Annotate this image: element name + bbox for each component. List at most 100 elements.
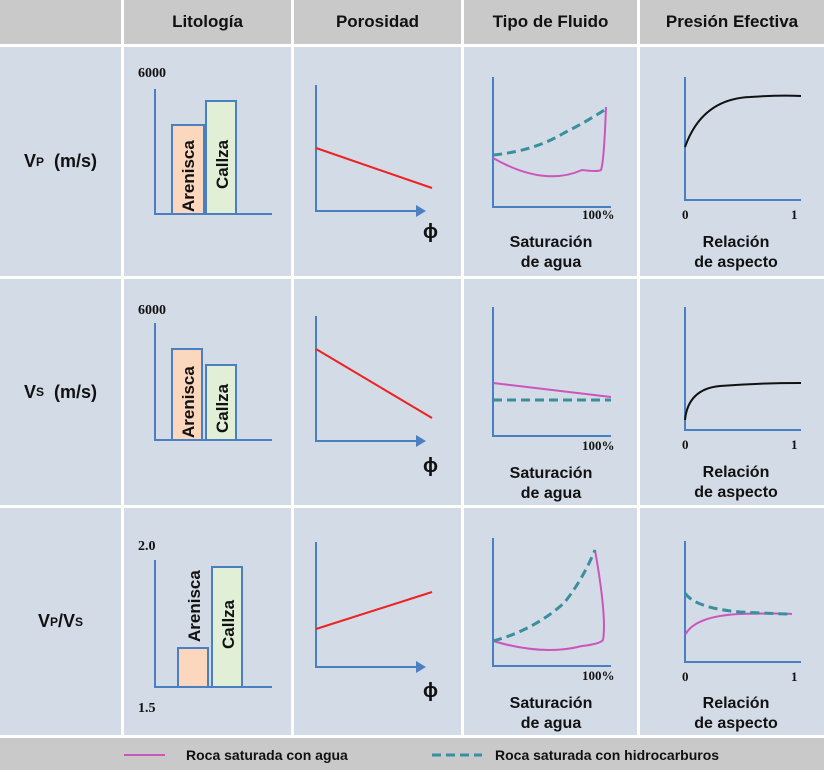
header-tipo-fluido: Tipo de Fluido <box>464 0 637 44</box>
vp-fluido-hc-curve <box>492 107 607 157</box>
vpvs-fluido-xlabel1: Saturación <box>510 695 593 712</box>
header-blank <box>0 0 121 44</box>
vs-fluido-plot: 100% Saturación de agua <box>492 307 615 502</box>
legend-graphic: Roca saturada con agua Roca saturada con… <box>124 747 719 763</box>
vpvs-fluido-tick: 100% <box>582 668 615 683</box>
vs-bar-arenisca <box>171 348 203 441</box>
header-presion-efectiva: Presión Efectiva <box>640 0 824 44</box>
vpvs-bar-arenisca-label: Arenisca <box>185 570 204 642</box>
vs-fluido-axes <box>492 307 611 437</box>
vs-presion-xlabel1: Relación <box>703 464 770 481</box>
vs-litologia-plot: 6000 Arenisca Callza <box>138 303 272 441</box>
vs-bar-callza-label: Callza <box>213 383 232 433</box>
vpvs-fluido-plot: 100% Saturación de agua <box>492 538 615 732</box>
vp-unit: (m/s) <box>54 151 98 171</box>
vs-presion-plot: 0 1 Relación de aspecto <box>682 307 802 501</box>
vpvs-sub2: S <box>75 614 84 629</box>
vp-symbol: V <box>23 151 36 171</box>
cell-vp-fluido: 100% Saturación de agua <box>464 47 637 276</box>
cell-vs-fluido: 100% Saturación de agua <box>464 279 637 505</box>
vpvs-symbol2: /V <box>58 611 76 631</box>
vs-bar-callza <box>205 364 237 441</box>
vp-fluido-tick: 100% <box>582 207 615 222</box>
vpvs-presion-xlabel1: Relación <box>703 695 770 712</box>
vpvs-porosidad-plot: ϕ <box>315 542 438 702</box>
vp-phi: ϕ <box>423 221 438 243</box>
vs-presion-xlabel2: de aspecto <box>694 484 778 501</box>
vp-fluido-plot: 100% Saturación de agua <box>492 77 615 271</box>
cell-vs-porosidad: ϕ <box>294 279 461 505</box>
legend-water-label: Roca saturada con agua <box>186 747 348 763</box>
vpvs-fluido-axes <box>492 538 611 667</box>
cell-vp-porosidad: ϕ <box>294 47 461 276</box>
vp-porosidad-line <box>315 147 433 189</box>
vs-scale-top: 6000 <box>138 303 166 318</box>
cell-vpvs-porosidad: ϕ <box>294 508 461 735</box>
vpvs-porosidad-axes <box>315 542 420 668</box>
vs-unit: (m/s) <box>54 381 98 402</box>
vp-bar-callza-label: Callza <box>213 139 232 189</box>
vpvs-porosidad-arrow <box>416 661 426 673</box>
vpvs-presion-axes <box>684 541 801 663</box>
vs-porosidad-arrow <box>416 435 426 447</box>
vp-presion-xlabel2: de aspecto <box>694 254 778 271</box>
vs-bar-arenisca-label: Arenisca <box>179 366 198 438</box>
cell-vpvs-fluido: 100% Saturación de agua <box>464 508 637 735</box>
vpvs-fluido-xlabel2: de agua <box>521 715 582 732</box>
vp-porosidad-arrow <box>416 205 426 217</box>
cell-vs-presion: 0 1 Relación de aspecto <box>640 279 824 505</box>
vpvs-fluido-hc-curve <box>492 549 597 643</box>
vpvs-sub: P <box>49 614 58 629</box>
row-label-vpvs: V P/V S <box>0 508 121 735</box>
legend-hc-label: Roca saturada con hidrocarburos <box>495 747 719 763</box>
vpvs-fluido-water-curve <box>492 549 605 651</box>
vp-bar-arenisca-label: Arenisca <box>179 140 198 212</box>
vs-sub: S <box>35 385 44 399</box>
vp-fluido-water-curve <box>492 106 607 178</box>
vpvs-porosidad-line <box>315 591 433 630</box>
vpvs-presion-tick1: 1 <box>791 669 798 684</box>
vp-litologia-plot: 6000 Arenisca Callza <box>138 66 272 215</box>
vs-symbol: V <box>23 381 36 402</box>
vpvs-litologia-plot: 2.0 Arenisca Callza 1.5 <box>138 539 272 716</box>
cell-vpvs-presion: 0 1 Relación de aspecto <box>640 508 824 735</box>
vp-presion-xlabel1: Relación <box>703 234 770 251</box>
vs-presion-tick0: 0 <box>682 437 689 452</box>
vpvs-scale-bottom: 1.5 <box>138 701 156 716</box>
vpvs-presion-tick0: 0 <box>682 669 689 684</box>
cell-vp-presion: 0 1 Relación de aspecto <box>640 47 824 276</box>
vp-scale-top: 6000 <box>138 66 166 81</box>
vs-fluido-xlabel2: de agua <box>521 485 582 502</box>
vs-porosidad-plot: ϕ <box>315 316 438 477</box>
vp-bar-arenisca <box>171 124 205 215</box>
vp-fluido-xlabel1: Saturación <box>510 234 593 251</box>
vs-fluido-xlabel1: Saturación <box>510 465 593 482</box>
vp-bar-callza <box>205 100 237 215</box>
vp-porosidad-plot: ϕ <box>315 85 438 243</box>
vp-porosidad-axes <box>315 85 420 212</box>
legend: Roca saturada con agua Roca saturada con… <box>0 738 824 770</box>
vp-fluido-xlabel2: de agua <box>521 254 582 271</box>
vpvs-presion-plot: 0 1 Relación de aspecto <box>682 541 801 732</box>
vpvs-presion-water-curve <box>684 612 793 636</box>
header-porosidad: Porosidad <box>294 0 461 44</box>
vs-fluido-tick: 100% <box>582 438 615 453</box>
cell-vpvs-litologia: 2.0 Arenisca Callza 1.5 <box>124 508 291 735</box>
vs-presion-tick1: 1 <box>791 437 798 452</box>
vs-porosidad-line <box>315 348 433 419</box>
vs-presion-curve <box>684 382 802 421</box>
vs-porosidad-axes <box>315 316 420 442</box>
vp-presion-tick0: 0 <box>682 207 689 222</box>
vpvs-bar-arenisca <box>177 647 209 688</box>
vpvs-bar-callza <box>211 566 243 688</box>
vpvs-symbol: V <box>37 611 50 631</box>
vpvs-phi: ϕ <box>423 680 438 702</box>
vpvs-presion-hc-curve <box>683 592 793 616</box>
vs-presion-axes <box>684 307 801 431</box>
vp-fluido-axes <box>492 77 611 208</box>
cell-vp-litologia: 6000 Arenisca Callza <box>124 47 291 276</box>
vp-sub: P <box>35 154 44 169</box>
cell-vs-litologia: 6000 Arenisca Callza <box>124 279 291 505</box>
